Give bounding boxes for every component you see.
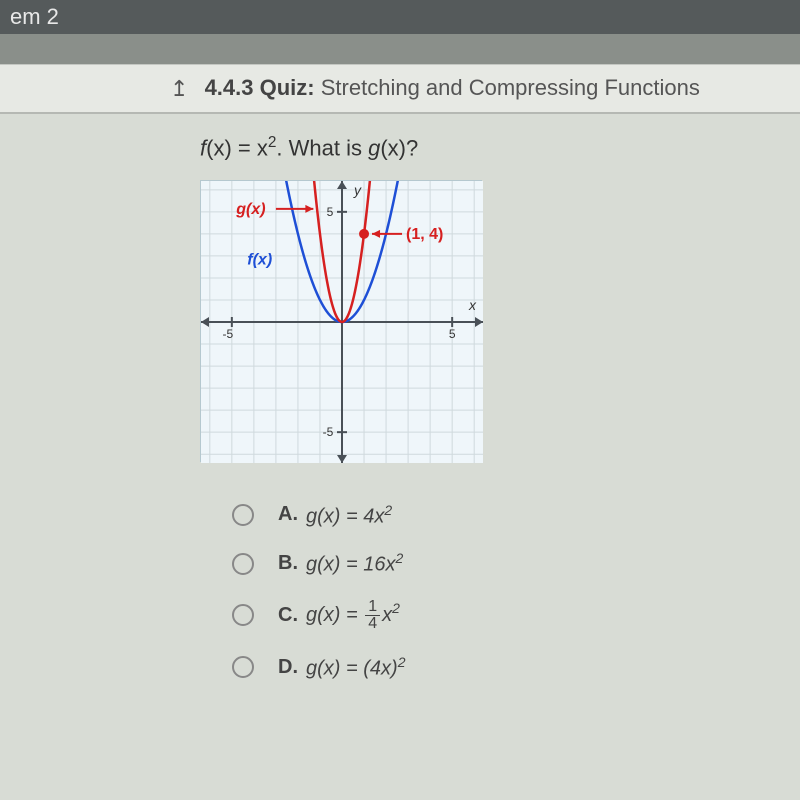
radio-b[interactable] [232,553,254,575]
svg-text:g(x): g(x) [235,200,265,217]
choice-expr: g(x) = 16x2 [306,550,403,577]
choice-expr: g(x) = (4x)2 [306,654,405,681]
choice-expr: g(x) = 14x2 [306,599,400,632]
ask-suffix: ? [406,136,418,161]
back-arrow-icon[interactable]: ↥ [170,76,188,102]
svg-text:5: 5 [327,204,334,218]
quiz-title: Stretching and Compressing Functions [321,75,700,100]
radio-a[interactable] [232,504,254,526]
svg-text:-5: -5 [223,327,234,341]
svg-text:x: x [468,297,477,313]
graph: -5 5 5 -5 x y (1, 4) g(x) f(x) [200,180,482,462]
choice-c[interactable]: C. g(x) = 14x2 [232,599,800,632]
answer-choices: A. g(x) = 4x2 B. g(x) = 16x2 C. g(x) = 1… [232,502,800,681]
graph-svg: -5 5 5 -5 x y (1, 4) g(x) f(x) [201,181,483,463]
ask-prefix: . What is [276,136,368,161]
choice-letter: B. [278,552,298,575]
question-area: f(x) = x2. What is g(x)? -5 5 5 -5 x y (1, 4) g… [0,114,800,680]
gx-g: g [368,136,380,161]
question-text: f(x) = x2. What is g(x)? [200,134,800,161]
quiz-header: ↥ 4.4.3 Quiz: Stretching and Compressing… [0,64,800,114]
svg-text:5: 5 [449,327,456,341]
quiz-label: Quiz: [260,75,315,100]
choice-expr: g(x) = 4x2 [306,502,392,529]
choice-a[interactable]: A. g(x) = 4x2 [232,502,800,529]
browser-chrome-band [0,34,800,64]
choice-d[interactable]: D. g(x) = (4x)2 [232,654,800,681]
choice-letter: A. [278,503,298,526]
tab-label: em 2 [10,4,59,29]
svg-text:y: y [353,182,362,198]
choice-b[interactable]: B. g(x) = 16x2 [232,550,800,577]
radio-c[interactable] [232,604,254,626]
svg-text:-5: -5 [323,425,334,439]
fx-eq: = x [232,136,268,161]
quiz-number: 4.4.3 [205,75,254,100]
gx-paren: (x) [380,136,406,161]
svg-text:f(x): f(x) [247,251,272,268]
choice-letter: D. [278,656,298,679]
svg-text:(1, 4): (1, 4) [406,225,443,242]
tab-bar: em 2 [0,0,800,34]
fx-paren: (x) [206,136,232,161]
choice-letter: C. [278,604,298,627]
radio-d[interactable] [232,656,254,678]
